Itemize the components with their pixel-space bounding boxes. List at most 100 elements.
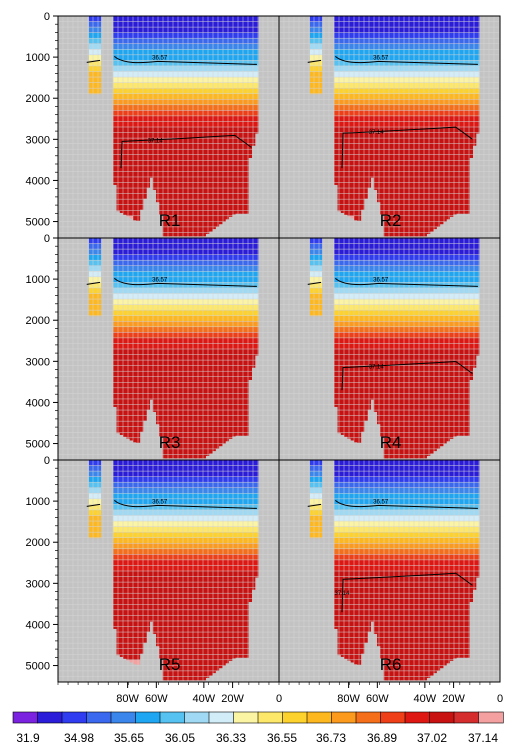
basin-cell [139,110,144,117]
basin-cell [225,154,229,161]
basin-cell [142,60,147,67]
basin-column [462,16,467,214]
basin-cell [195,232,200,237]
channel-cell [309,38,323,45]
basin-cell [195,249,200,256]
basin-cell [449,160,454,167]
basin-cell [396,143,401,150]
basin-cell [459,149,464,156]
basin-column [363,16,368,199]
basin-cell [182,132,187,139]
basin-cell [383,21,388,28]
basin-cell [429,149,434,156]
basin-cell [459,32,464,39]
basin-cell [228,343,233,350]
basin-cell [419,49,424,56]
basin-cell [234,121,239,128]
basin-cell [132,293,137,300]
basin-cell [129,315,134,322]
basin-cell [390,221,395,228]
basin-cell [221,326,226,333]
basin-cell [340,127,345,133]
basin-cell [393,60,398,67]
basin-cell [225,82,229,89]
basin-cell [172,382,177,389]
basin-cell [360,188,365,194]
basin-cell [360,77,365,83]
basin-cell [344,171,349,178]
basin-cell [202,398,206,405]
basin-cell [472,143,477,146]
basin-cell [442,121,447,128]
basin-cell [175,171,180,178]
basin-cell [419,16,424,22]
basin-cell [188,393,193,400]
basin-cell [429,32,434,39]
basin-cell [393,71,398,78]
basin-cell [119,287,124,294]
basin-cell [113,360,118,367]
basin-cell [113,382,118,389]
basin-cell [218,32,223,39]
basin-column [423,16,427,237]
basin-cell [406,38,411,45]
basin-cell [202,54,206,61]
basin-cell [475,49,480,56]
basin-cell [225,110,229,117]
basin-cell [416,110,421,117]
basin-cell [449,21,454,28]
channel-cell [88,71,102,78]
basin-cell [446,132,450,139]
basin-cell [234,99,239,106]
basin-cell [231,210,236,215]
basin-cell [234,360,239,367]
basin-cell [439,104,444,111]
basin-column [347,16,352,217]
basin-cell [185,365,190,372]
basin-cell [228,426,233,433]
basin-cell [132,199,137,206]
basin-column [139,16,144,210]
basin-cell [234,387,239,394]
basin-cell [198,176,203,183]
basin-cell [347,138,352,145]
basin-cell [119,304,124,311]
basin-cell [192,71,197,78]
basin-cell [416,16,421,22]
basin-cell [198,143,203,150]
basin-cell [452,210,457,215]
basin-cell [436,16,441,22]
basin-cell [162,360,167,367]
basin-cell [436,138,441,145]
basin-cell [172,32,177,39]
basin-cell [347,88,352,95]
basin-cell [409,82,414,89]
basin-cell [211,421,216,428]
basin-cell [409,99,414,106]
basin-cell [344,143,349,150]
basin-cell [123,121,128,128]
basin-cell [426,82,431,89]
basin-cell [188,176,193,183]
basin-column [419,16,424,237]
basin-cell [188,77,193,83]
basin-cell [373,115,378,122]
basin-cell [195,138,200,145]
basin-cell [350,176,355,183]
basin-cell [179,349,183,355]
basin-cell [225,337,229,344]
basin-cell [205,404,210,411]
basin-cell [344,176,349,183]
basin-cell [400,165,404,172]
basin-cell [169,365,174,372]
basin-cell [139,160,144,167]
basin-cell [340,204,345,211]
basin-cell [195,215,200,222]
basin-cell [182,410,187,416]
basin-cell [129,249,134,256]
basin-cell [225,426,229,433]
basin-cell [409,154,414,161]
basin-cell [241,121,246,128]
basin-cell [238,265,243,272]
basin-cell [129,276,134,283]
